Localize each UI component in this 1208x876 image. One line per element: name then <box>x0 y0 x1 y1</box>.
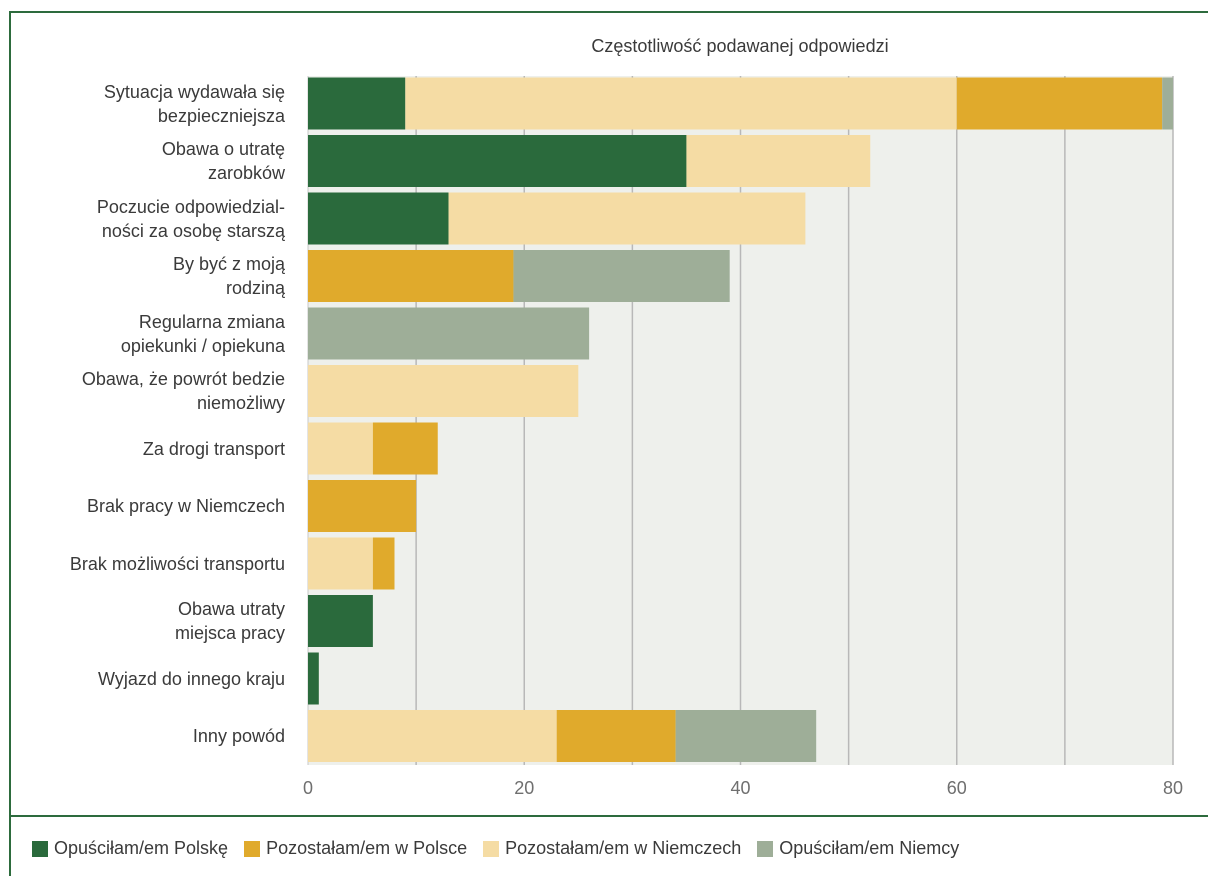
bar-segment <box>308 422 373 475</box>
category-label: Obawa, że powrót bedzie niemożliwy <box>81 369 285 413</box>
category-label: Obawa utraty miejsca pracy <box>174 599 285 643</box>
legend-swatch <box>483 840 500 857</box>
bar-segment <box>675 710 817 762</box>
chart-title: Częstotliwość podawanej odpowiedzi <box>591 36 889 56</box>
legend-swatch <box>757 840 774 857</box>
legend-item: Opuściłam/em Polskę <box>32 838 228 859</box>
category-label: Poczucie odpowiedzial- ności za osobę st… <box>96 196 285 241</box>
category-label: Brak pracy w Niemczech <box>86 496 285 516</box>
category-label: Brak możliwości transportu <box>69 553 285 574</box>
bar-segment <box>1162 77 1173 130</box>
x-tick-label: 20 <box>514 778 535 798</box>
bar-segment <box>308 595 373 647</box>
bar-segment <box>308 307 590 360</box>
legend-item: Opuściłam/em Niemcy <box>757 838 959 859</box>
bar-segment <box>556 710 676 762</box>
x-tick-label: 40 <box>730 778 751 798</box>
bar-segment <box>448 192 806 245</box>
bar-segment <box>308 537 373 590</box>
bar-segment <box>513 250 730 302</box>
category-label: Regularna zmiana opiekunki / opiekuna <box>120 311 285 356</box>
x-tick-label: 80 <box>1162 778 1184 798</box>
bar-segment <box>686 135 871 187</box>
legend-label: Pozostałam/em w Niemczech <box>505 838 742 858</box>
bar-segment <box>308 710 557 762</box>
legend-swatch <box>244 840 261 857</box>
bar-segment <box>308 652 319 705</box>
category-label: Inny powód <box>192 726 285 746</box>
legend-item: Pozostałam/em w Niemczech <box>483 838 741 859</box>
legend-swatch <box>32 840 48 857</box>
bar-segment <box>372 422 438 475</box>
legend-separator <box>9 815 1208 817</box>
category-label: By być z moją rodziną <box>172 254 285 298</box>
bar-segment <box>956 77 1163 130</box>
legend-label: Pozostałam/em w Polsce <box>266 838 468 858</box>
legend-label: Opuściłam/em Polskę <box>54 838 229 858</box>
x-tick-label: 0 <box>302 778 314 798</box>
bar-segment <box>308 250 514 302</box>
legend-item: Pozostałam/em w Polsce <box>244 838 467 859</box>
category-label: Sytuacja wydawała się bezpieczniejsza <box>103 81 285 126</box>
bar-segment <box>308 480 417 532</box>
chart-frame <box>9 11 1208 876</box>
bar-segment <box>308 365 579 417</box>
x-tick-label: 60 <box>946 778 967 798</box>
chart-legend: Opuściłam/em Polskę Pozostałam/em w Polsc… <box>32 838 975 859</box>
category-label: Obawa o utratę zarobków <box>161 139 285 183</box>
bar-segment <box>308 192 449 245</box>
category-label: Za drogi transport <box>142 438 285 459</box>
bar-segment <box>405 77 957 130</box>
legend-label: Opuściłam/em Niemcy <box>779 838 960 858</box>
bar-segment <box>372 537 395 590</box>
bar-segment <box>308 77 406 130</box>
bar-segment <box>308 135 687 187</box>
category-label: Wyjazd do innego kraju <box>98 668 285 689</box>
